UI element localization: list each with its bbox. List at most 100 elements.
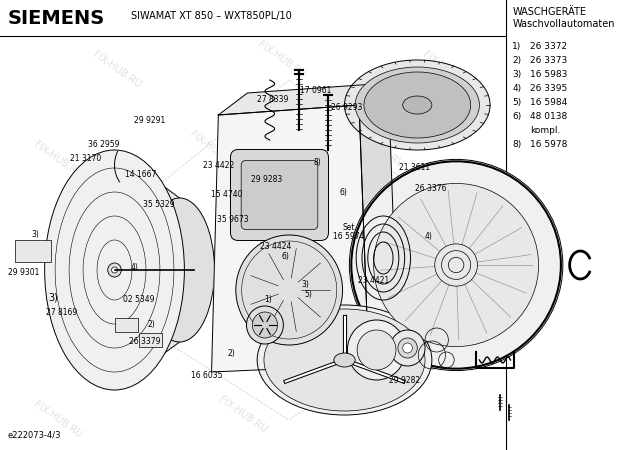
Text: 26 3372: 26 3372 <box>530 42 567 51</box>
Text: FIX-HUB.RU: FIX-HUB.RU <box>188 130 240 170</box>
FancyBboxPatch shape <box>241 161 318 230</box>
Text: 8): 8) <box>314 158 322 167</box>
Text: 02 5349: 02 5349 <box>123 295 155 304</box>
Text: 1): 1) <box>265 295 272 304</box>
Text: 3): 3) <box>32 230 39 238</box>
Ellipse shape <box>398 338 417 358</box>
Ellipse shape <box>252 312 277 338</box>
Text: 16 5974: 16 5974 <box>333 232 364 241</box>
Ellipse shape <box>236 235 343 345</box>
Text: 26 3395: 26 3395 <box>530 84 567 93</box>
Text: 23 4421: 23 4421 <box>358 276 389 285</box>
Text: 29 9283: 29 9283 <box>251 175 282 184</box>
Bar <box>139 333 162 347</box>
Text: 8): 8) <box>513 140 522 149</box>
Text: 27 8339: 27 8339 <box>257 95 289 104</box>
Ellipse shape <box>355 67 480 143</box>
Text: FIX-HUB.RU: FIX-HUB.RU <box>100 330 152 370</box>
Text: FIX-HUB.RU: FIX-HUB.RU <box>32 400 84 440</box>
Text: 26 9293: 26 9293 <box>331 103 363 112</box>
Text: 15 4740: 15 4740 <box>211 190 243 199</box>
Text: Waschvollautomaten: Waschvollautomaten <box>513 19 615 29</box>
Text: 29 9291: 29 9291 <box>134 116 165 125</box>
Polygon shape <box>218 83 388 115</box>
Text: 29 9282: 29 9282 <box>389 376 420 385</box>
Ellipse shape <box>107 263 121 277</box>
Polygon shape <box>114 150 179 390</box>
Text: 5): 5) <box>305 290 312 299</box>
Text: 27 8169: 27 8169 <box>46 308 78 317</box>
Text: 21 3611: 21 3611 <box>399 163 431 172</box>
Polygon shape <box>212 105 369 372</box>
Text: WASCHGERÄTE: WASCHGERÄTE <box>513 7 586 17</box>
Text: Set: Set <box>342 223 355 232</box>
Text: 23 4422: 23 4422 <box>204 161 235 170</box>
Text: FIX-HUB.RU: FIX-HUB.RU <box>226 235 279 275</box>
Text: 2): 2) <box>228 349 235 358</box>
Text: SIEMENS: SIEMENS <box>8 9 105 27</box>
Text: kompl.: kompl. <box>530 126 560 135</box>
Text: 2): 2) <box>513 56 522 65</box>
Text: 26 3373: 26 3373 <box>530 56 567 65</box>
Text: FIX-HUB.RU: FIX-HUB.RU <box>440 320 492 360</box>
Ellipse shape <box>45 150 184 390</box>
Text: 6): 6) <box>281 252 289 261</box>
Text: 26 3379: 26 3379 <box>129 338 161 346</box>
Text: 6): 6) <box>513 112 522 121</box>
Text: 36 2959: 36 2959 <box>88 140 120 149</box>
Text: 16 5983: 16 5983 <box>530 70 567 79</box>
Text: e222073-4/3: e222073-4/3 <box>8 431 61 440</box>
Ellipse shape <box>349 159 563 371</box>
Text: 16 5978: 16 5978 <box>530 140 567 149</box>
Text: 4): 4) <box>130 263 139 272</box>
Text: 35 9673: 35 9673 <box>218 215 249 224</box>
Text: 23 4424: 23 4424 <box>260 242 291 251</box>
Ellipse shape <box>403 96 432 114</box>
FancyBboxPatch shape <box>230 149 329 240</box>
Text: 29 9301: 29 9301 <box>8 268 39 277</box>
Text: 4): 4) <box>425 232 433 241</box>
Text: FIX-HUB.RU: FIX-HUB.RU <box>256 40 307 80</box>
Text: FIX-HUB.RU: FIX-HUB.RU <box>217 395 268 435</box>
Ellipse shape <box>264 309 425 411</box>
Ellipse shape <box>334 353 355 367</box>
Text: 5): 5) <box>513 98 522 107</box>
Text: 21 3170: 21 3170 <box>69 154 100 163</box>
Text: FIX-HUB.RU: FIX-HUB.RU <box>391 230 443 270</box>
Ellipse shape <box>247 306 284 344</box>
Ellipse shape <box>364 72 471 138</box>
Text: 3): 3) <box>301 280 310 289</box>
Text: 6): 6) <box>340 188 348 197</box>
Text: FIX-HUB.RU: FIX-HUB.RU <box>52 230 104 270</box>
Ellipse shape <box>347 320 406 380</box>
Text: 35 5329: 35 5329 <box>144 200 175 209</box>
Text: FIX-HUB.RU: FIX-HUB.RU <box>32 140 84 180</box>
Text: 17 0961: 17 0961 <box>300 86 332 95</box>
Text: SIWAMAT XT 850 – WXT850PL/10: SIWAMAT XT 850 – WXT850PL/10 <box>131 11 292 21</box>
Text: FIX-HUB.RU: FIX-HUB.RU <box>420 50 473 90</box>
Text: 1): 1) <box>513 42 522 51</box>
Text: 14 1667: 14 1667 <box>125 170 156 179</box>
Text: 48 0138: 48 0138 <box>530 112 567 121</box>
Ellipse shape <box>373 184 539 346</box>
Ellipse shape <box>144 198 214 342</box>
Text: 16 5984: 16 5984 <box>530 98 567 107</box>
Polygon shape <box>359 83 398 365</box>
Text: 3): 3) <box>48 292 59 302</box>
Text: 2): 2) <box>148 320 155 328</box>
Ellipse shape <box>111 267 118 273</box>
Text: FIX-HUB.RU: FIX-HUB.RU <box>90 50 142 90</box>
Bar <box>114 318 138 332</box>
Text: FIX-HUB.RU: FIX-HUB.RU <box>352 130 404 170</box>
Ellipse shape <box>390 330 425 366</box>
Text: 26 3376: 26 3376 <box>415 184 446 193</box>
Text: 16 6035: 16 6035 <box>191 371 223 380</box>
Ellipse shape <box>257 305 432 415</box>
Text: FIX-HUB.RU: FIX-HUB.RU <box>275 335 327 375</box>
Text: 3): 3) <box>513 70 522 79</box>
Text: 4): 4) <box>513 84 522 93</box>
Ellipse shape <box>345 60 490 150</box>
Ellipse shape <box>403 343 412 353</box>
Ellipse shape <box>357 330 396 370</box>
Bar <box>15 240 52 262</box>
